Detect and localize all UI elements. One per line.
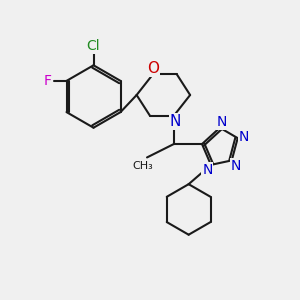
Text: N: N [169, 114, 181, 129]
Text: N: N [231, 159, 242, 173]
Text: O: O [147, 61, 159, 76]
Text: F: F [43, 74, 51, 88]
Text: N: N [217, 116, 227, 129]
Text: N: N [239, 130, 249, 144]
Text: Cl: Cl [87, 39, 100, 53]
Text: CH₃: CH₃ [132, 161, 153, 171]
Text: N: N [202, 163, 213, 177]
